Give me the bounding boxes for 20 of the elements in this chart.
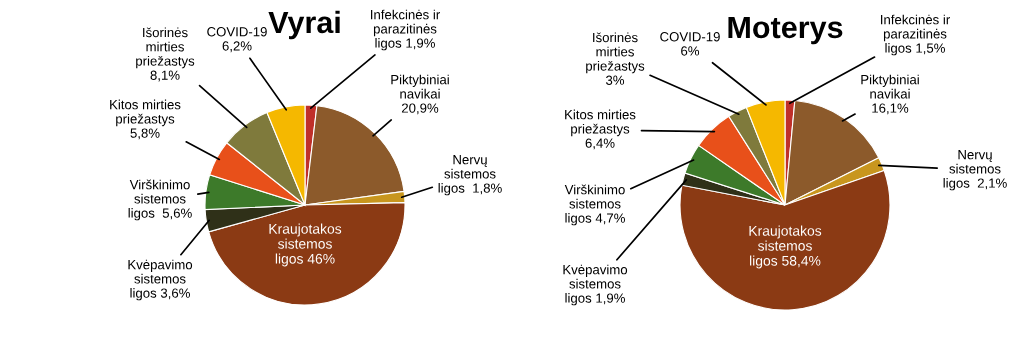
- slice-label: Virškinimo sistemos ligos 4,7%: [564, 184, 625, 226]
- slice-label: Kvėpavimo sistemos ligos 1,9%: [563, 264, 628, 306]
- slice-label: Išorinės mirties priežastys 8,1%: [136, 27, 195, 82]
- slice-label: Nervų sistemos ligos 2,1%: [943, 150, 1007, 191]
- slice-label: Nervų sistemos ligos 1,8%: [438, 155, 502, 196]
- slice-label: Infekcinės ir parazitinės ligos 1,5%: [881, 14, 950, 56]
- slice-label: Kitos mirties priežastys 6,4%: [565, 109, 636, 150]
- slice-label: Kitos mirties priežastys 5,8%: [110, 99, 181, 140]
- slice-label: COVID-19 6,2%: [207, 27, 267, 53]
- slice-label: Kraujotakos sistemos ligos 58,4%: [749, 225, 822, 269]
- slice-label: Piktybiniai navikai 20,9%: [391, 74, 449, 115]
- chart-title: Moterys: [728, 16, 843, 45]
- slice-label: Virškinimo sistemos ligos 5,6%: [128, 179, 192, 221]
- slice-label: Piktybiniai navikai 16,1%: [861, 74, 919, 115]
- chart-title: Vyrai: [268, 10, 340, 40]
- slice-label: Infekcinės ir parazitinės ligos 1,9%: [371, 9, 440, 51]
- slice-label: COVID-19 6%: [660, 32, 720, 56]
- slice-label: Kraujotakos sistemos ligos 46%: [269, 223, 342, 267]
- slice-label: Kvėpavimo sistemos ligos 3,6%: [128, 259, 193, 301]
- slice-label: Išorinės mirties priežastys 3%: [586, 32, 645, 85]
